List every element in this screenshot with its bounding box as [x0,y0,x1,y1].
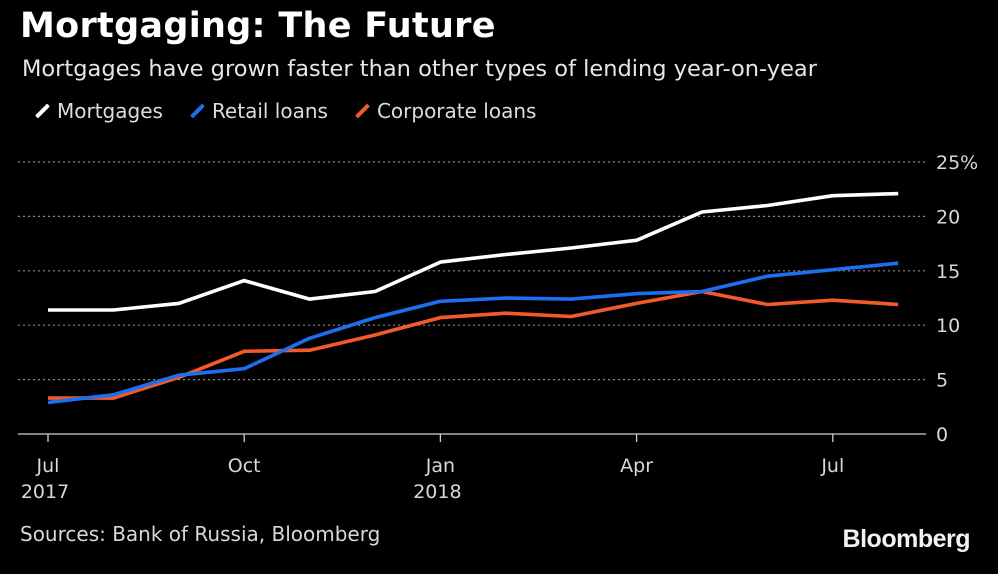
series-line-retail-loans [47,261,899,405]
legend-label-mortgages: Mortgages [57,99,163,123]
series-layer [47,191,899,405]
legend-item-corporate-loans: Corporate loans [354,99,536,123]
y-tick-label: 20 [936,206,960,228]
x-tick-year-label: 2018 [413,481,461,503]
x-tick-label: Jul [820,455,844,477]
chart-title: Mortgaging: The Future [20,6,496,46]
x-tick-label: Jan [425,455,455,477]
y-tick-label: 0 [936,424,948,446]
source-note: Sources: Bank of Russia, Bloomberg [20,522,381,546]
bloomberg-logo: Bloomberg [842,525,971,553]
y-tick-label: 10 [936,315,960,337]
x-tick-label: Oct [228,455,261,477]
legend-label-corporate-loans: Corporate loans [376,99,537,123]
x-tick-year-label: 2017 [21,481,69,503]
x-axis-labels: Jul 2017 Oct Jan 2018 Apr Jul [21,455,844,503]
x-tick-label: Apr [620,455,653,477]
legend-item-retail-loans: Retail loans [189,99,328,123]
legend: Mortgages Retail loans Corporate loans [34,99,562,123]
legend-item-mortgages: Mortgages [34,99,163,123]
series-line-corporate-loans [48,289,899,400]
y-tick-label: 25% [936,152,978,174]
x-axis [18,433,926,442]
x-tick-label: Jul [36,455,60,477]
legend-label-retail-loans: Retail loans [211,99,328,123]
series-line-mortgages [48,191,899,312]
y-tick-label: 15 [936,261,960,283]
y-tick-label: 5 [936,370,948,392]
chart-subtitle: Mortgages have grown faster than other t… [22,56,817,82]
y-axis-labels: 25% 20 15 10 5 0 [936,152,978,446]
grid-layer [18,161,926,381]
